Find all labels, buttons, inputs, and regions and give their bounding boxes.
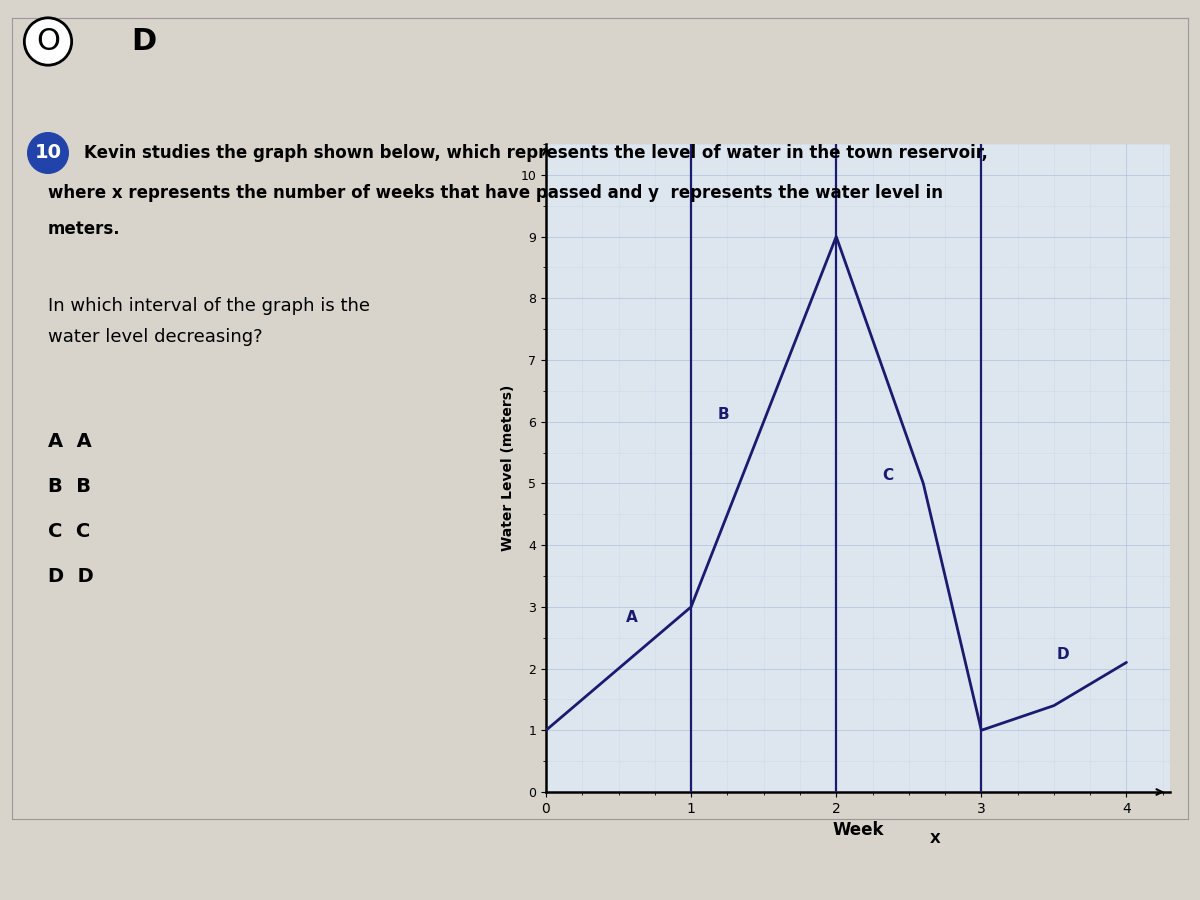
Text: In which interval of the graph is the: In which interval of the graph is the xyxy=(48,297,370,315)
Text: B: B xyxy=(718,407,728,422)
Text: D: D xyxy=(131,27,157,56)
Text: D: D xyxy=(1057,647,1069,662)
Text: where x represents the number of weeks that have passed and y  represents the wa: where x represents the number of weeks t… xyxy=(48,184,943,202)
X-axis label: Week: Week xyxy=(833,822,883,840)
Text: X: X xyxy=(930,832,941,846)
Text: O: O xyxy=(36,27,60,56)
Text: D  D: D D xyxy=(48,567,94,586)
Text: 10: 10 xyxy=(35,143,61,163)
Text: A: A xyxy=(626,610,637,626)
Text: water level decreasing?: water level decreasing? xyxy=(48,328,263,346)
Text: meters.: meters. xyxy=(48,220,121,238)
Text: A  A: A A xyxy=(48,432,91,451)
Text: C: C xyxy=(883,468,894,483)
Text: C  C: C C xyxy=(48,522,90,541)
Y-axis label: Water Level (meters): Water Level (meters) xyxy=(500,385,515,551)
Text: Kevin studies the graph shown below, which represents the level of water in the : Kevin studies the graph shown below, whi… xyxy=(84,144,988,162)
Text: B  B: B B xyxy=(48,477,91,496)
